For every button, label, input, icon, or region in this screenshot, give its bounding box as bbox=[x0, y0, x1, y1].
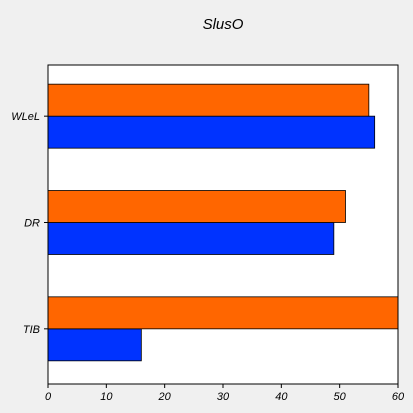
ticks-layer: TIB DR WLeL 0 10 20 30 40 50 60 bbox=[11, 111, 405, 403]
x-tick-label: 60 bbox=[392, 391, 405, 403]
x-tick-label: 40 bbox=[275, 391, 288, 403]
bar-TIB-series-0 bbox=[47, 328, 142, 362]
bar-DR-series-1 bbox=[47, 190, 346, 223]
bar-DR-series-0 bbox=[47, 222, 335, 255]
chart-title: SlusO bbox=[203, 16, 244, 33]
bar-WLeL-series-0 bbox=[47, 115, 376, 149]
y-tick-label: WLeL bbox=[11, 111, 40, 123]
plot-frame bbox=[47, 64, 399, 385]
bar-TIB-series-1 bbox=[47, 296, 399, 330]
y-tick-label: DR bbox=[24, 218, 40, 230]
x-tick-label: 20 bbox=[158, 391, 172, 403]
bar-WLeL-series-1 bbox=[47, 83, 370, 117]
x-tick-label: 0 bbox=[45, 391, 52, 403]
y-tick-label: TIB bbox=[23, 324, 40, 336]
x-tick-label: 10 bbox=[100, 391, 113, 403]
x-tick-label: 30 bbox=[217, 391, 230, 403]
bars-layer bbox=[47, 83, 399, 362]
x-tick-label: 50 bbox=[334, 391, 347, 403]
